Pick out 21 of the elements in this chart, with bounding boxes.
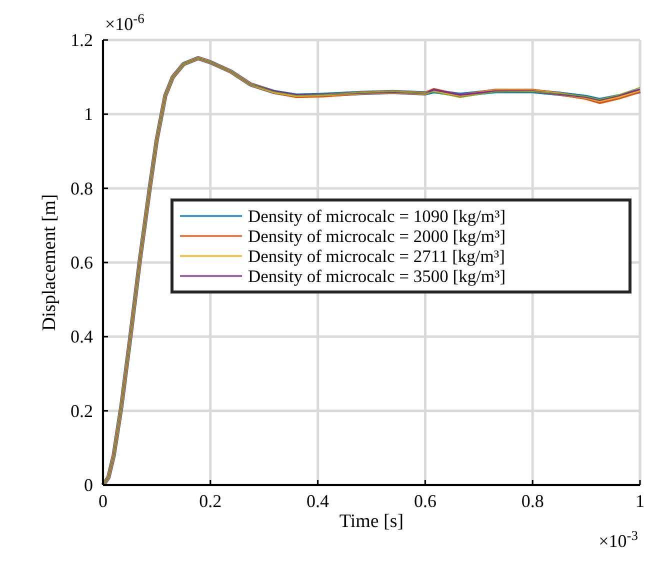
text: ×10$^{-3}$ — [598, 528, 638, 551]
y-tick-label: 0.6 — [70, 252, 93, 272]
legend-label: Density of microcalc = 2000 [kg/m³] — [248, 226, 506, 246]
x-tick-label: 0.6 — [414, 491, 436, 511]
legend-label: Density of microcalc = 3500 [kg/m³] — [248, 266, 506, 286]
x-tick-label: 1 — [636, 491, 644, 511]
y-tick-label: 1.2 — [70, 30, 93, 50]
y-tick-label: 0.8 — [70, 178, 93, 198]
legend-label: Density of microcalc = 2711 [kg/m³] — [248, 246, 505, 266]
x-tick-label: 0 — [98, 491, 108, 511]
y-tick-label: 1 — [84, 104, 93, 124]
x-tick-label: 0.8 — [521, 491, 544, 511]
y-tick-label: 0 — [84, 475, 93, 495]
y-tick-label: 0.4 — [70, 326, 93, 347]
legend-label: Density of microcalc = 1090 [kg/m³] — [248, 206, 506, 226]
x-axis-title: Time [s] — [339, 511, 404, 532]
y-tick-label: 0.2 — [70, 400, 93, 421]
text: ×10$^{-6}$ — [105, 10, 145, 34]
y-axis-title: Displacement [m] — [39, 194, 60, 331]
x-tick-label: 0.2 — [199, 491, 222, 511]
x-tick-label: 0.4 — [306, 491, 330, 511]
